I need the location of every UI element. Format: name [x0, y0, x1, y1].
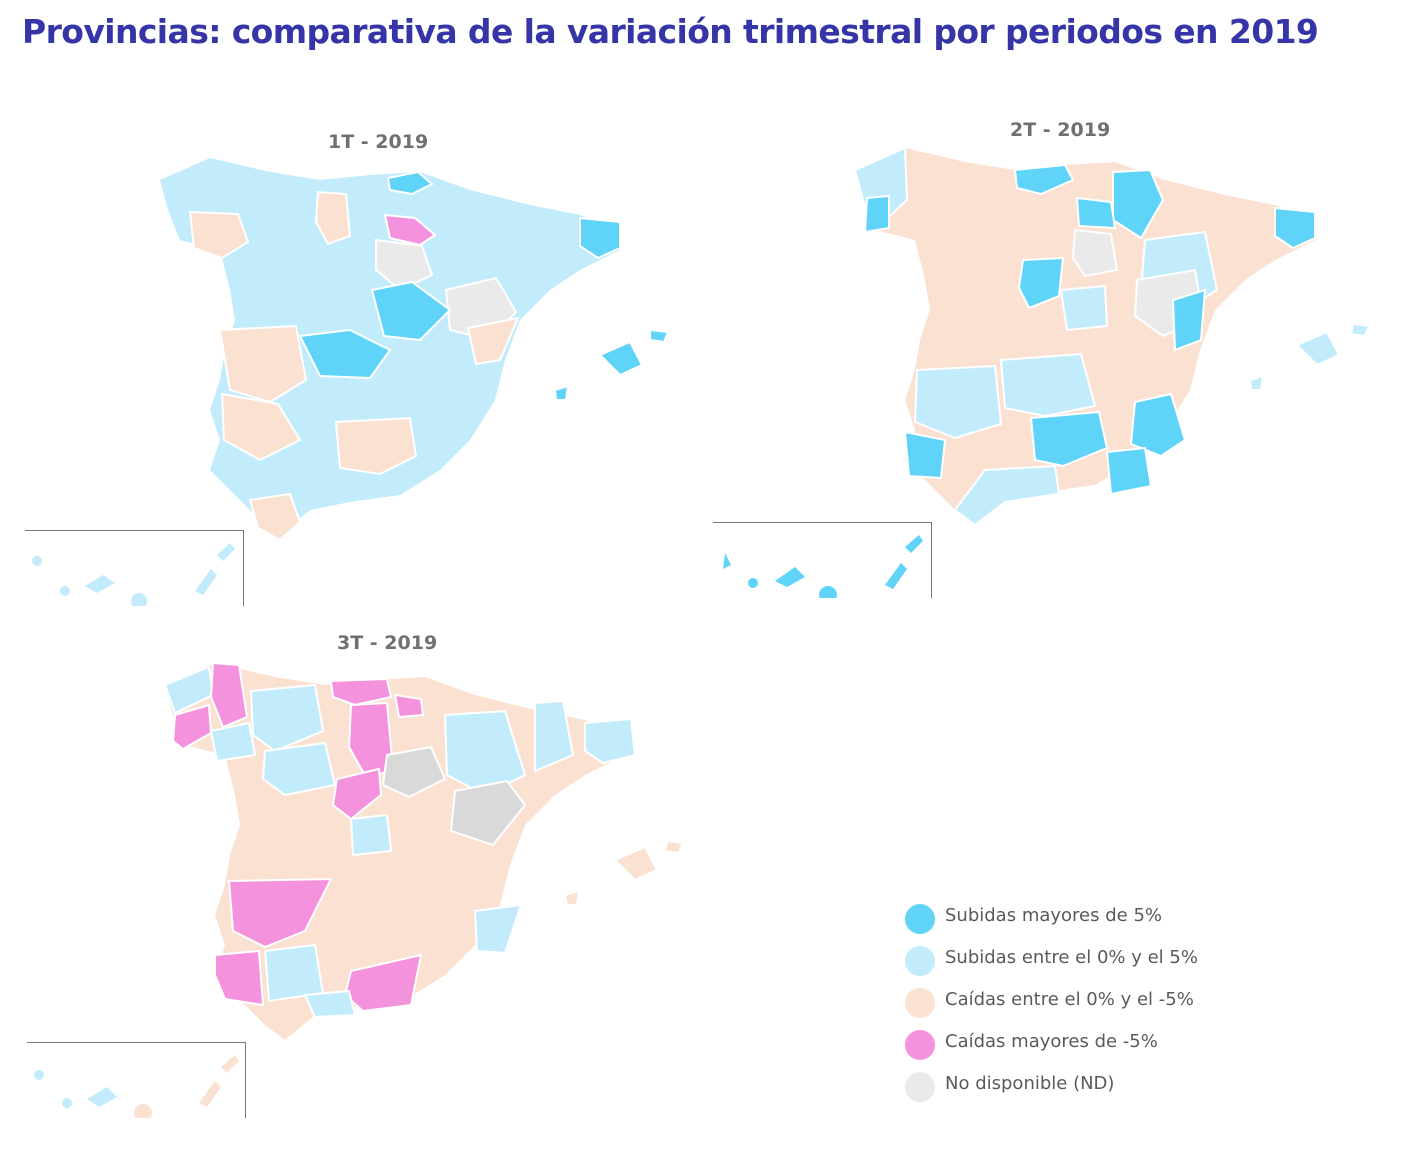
province-baleares	[1295, 330, 1341, 367]
canary-island	[775, 567, 805, 587]
province-barcelona	[579, 216, 621, 260]
island-ibiza	[563, 889, 581, 906]
province-larioja	[1075, 196, 1117, 230]
canary-island	[217, 543, 235, 561]
canary-island	[819, 586, 837, 604]
province-soria-nd	[1071, 228, 1119, 278]
canary-2-svg	[723, 535, 923, 604]
province-huelva	[903, 430, 947, 480]
canary-island	[85, 575, 115, 593]
province-almeria	[1105, 446, 1153, 496]
legend-swatch-up-gt5	[905, 904, 935, 934]
province-badajoz	[913, 364, 1003, 440]
province-jaen	[334, 416, 418, 476]
map-3T-2019	[155, 655, 685, 1055]
province-castellon	[1171, 288, 1207, 352]
page-title: Provincias: comparativa de la variación …	[22, 12, 1319, 51]
canary-island	[195, 569, 217, 595]
map-2T-2019	[845, 140, 1375, 540]
province-malaga	[303, 989, 357, 1019]
province-alicante	[473, 903, 523, 955]
province-larioja	[383, 213, 437, 247]
province-teruel-nd	[449, 779, 527, 847]
province-jaen	[1029, 410, 1109, 468]
canary-island	[34, 1070, 44, 1080]
legend-swatch-up-0-5	[905, 946, 935, 976]
province-leon	[188, 210, 250, 260]
canary-island	[134, 1104, 152, 1122]
province-barcelona	[1274, 206, 1316, 250]
island-menorca	[649, 328, 670, 344]
province-leon	[249, 683, 325, 753]
map-2-svg	[853, 146, 1371, 527]
province-valladolid	[261, 741, 337, 797]
canary-inset-1	[25, 530, 244, 609]
province-lugo	[209, 661, 249, 729]
canary-island	[723, 553, 731, 569]
province-alava	[393, 693, 425, 719]
province-cadiz	[248, 492, 302, 542]
province-segovia	[331, 767, 383, 821]
canary-island	[87, 1087, 117, 1107]
province-orense	[209, 721, 257, 763]
canary-island	[199, 1081, 221, 1107]
province-murcia	[1129, 392, 1187, 458]
canary-island	[32, 556, 42, 566]
province-madrid	[1059, 284, 1109, 332]
legend-label: Subidas entre el 0% y el 5%	[945, 947, 1198, 968]
canary-island	[131, 593, 147, 609]
legend-label: Caídas mayores de -5%	[945, 1031, 1158, 1052]
island-ibiza	[553, 384, 570, 401]
province-sevilla	[263, 943, 325, 1003]
canary-island	[62, 1098, 72, 1108]
province-cantabria	[329, 677, 393, 707]
canary-island	[221, 1055, 239, 1073]
province-toledo	[298, 328, 392, 380]
canary-island	[748, 578, 758, 588]
island-menorca	[1349, 322, 1371, 338]
province-caceres	[220, 392, 302, 462]
legend-label: Subidas mayores de 5%	[945, 905, 1163, 926]
province-pontevedra	[171, 703, 213, 751]
canary-1-svg	[32, 543, 235, 609]
canary-island	[60, 586, 70, 596]
legend-swatch-down-0-5	[905, 988, 935, 1018]
canary-island	[905, 535, 923, 553]
province-pontevedra	[863, 194, 890, 234]
legend-swatch-nd	[905, 1072, 935, 1102]
province-cantabria	[1013, 163, 1075, 196]
legend-label: Caídas entre el 0% y el -5%	[945, 989, 1194, 1010]
map-1-title: 1T - 2019	[328, 131, 429, 153]
canary-inset-3	[27, 1042, 246, 1122]
province-zaragoza-nd	[375, 238, 434, 292]
map-1T-2019	[150, 150, 670, 550]
province-segovia	[1017, 256, 1065, 310]
map-3-title: 3T - 2019	[337, 632, 438, 654]
province-soria-nd	[381, 745, 447, 799]
province-burgos	[314, 190, 352, 246]
province-ciudadreal	[999, 352, 1097, 418]
province-baleares	[613, 845, 659, 882]
map-3-svg	[163, 661, 685, 1040]
province-castellon	[466, 316, 520, 366]
legend-label: No disponible (ND)	[945, 1073, 1115, 1094]
province-guadalajara	[370, 280, 452, 342]
province-huesca	[534, 699, 575, 773]
province-salamanca	[218, 324, 308, 404]
canary-island	[885, 563, 907, 589]
province-huelva	[214, 949, 265, 1007]
map-2-title: 2T - 2019	[1010, 119, 1111, 141]
province-asturias	[386, 170, 434, 196]
province-baleares	[598, 340, 644, 377]
province-madrid	[349, 813, 393, 857]
province-caceres	[227, 877, 333, 949]
canary-inset-2	[713, 522, 932, 604]
legend-swatch-down-gt5	[905, 1030, 935, 1060]
province-barcelona	[584, 717, 637, 765]
map-1-svg	[160, 158, 670, 542]
canary-3-svg	[34, 1055, 239, 1122]
island-menorca	[663, 839, 685, 855]
province-malaga	[953, 464, 1061, 527]
island-ibiza	[1248, 374, 1265, 391]
